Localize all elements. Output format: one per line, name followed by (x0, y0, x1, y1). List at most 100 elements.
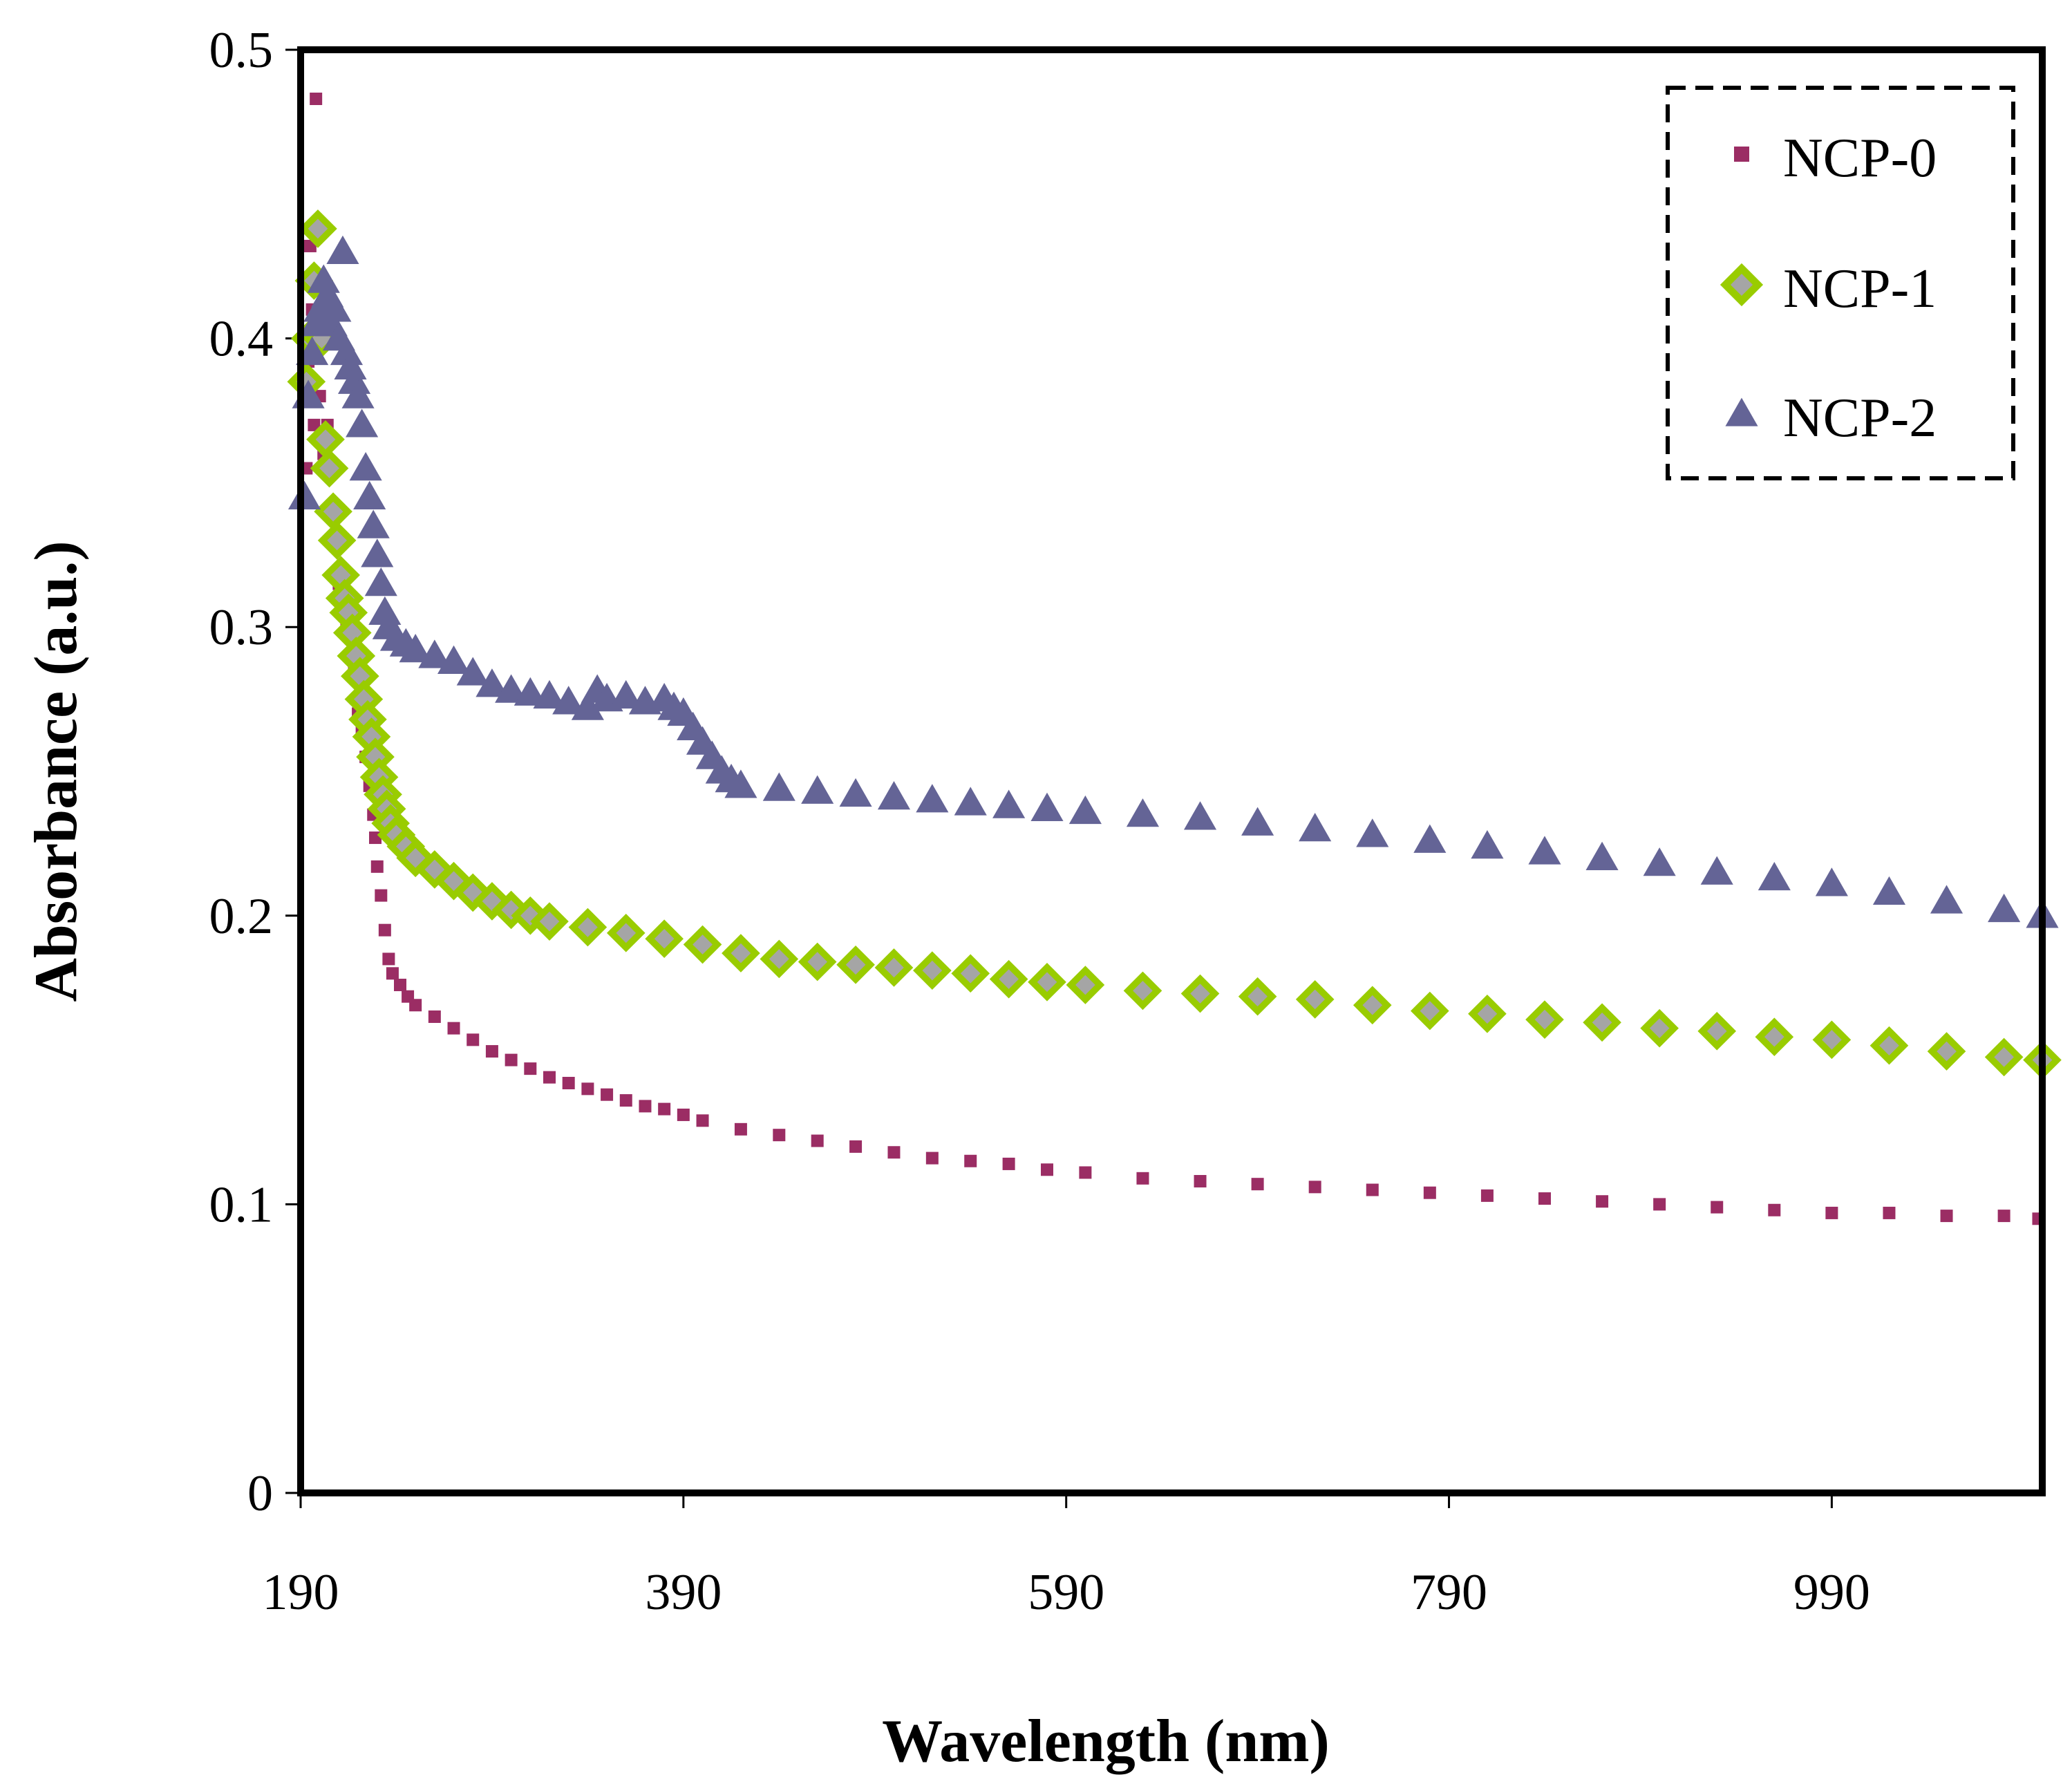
data-point-ncp-2 (334, 350, 367, 380)
data-point-ncp-2 (1872, 876, 1906, 905)
data-point-ncp-2 (1030, 792, 1064, 821)
data-point-ncp-1 (722, 934, 760, 972)
data-point-ncp-0 (386, 967, 399, 980)
data-point-ncp-1 (1697, 1012, 1737, 1051)
data-point-ncp-1 (299, 209, 337, 248)
data-point-ncp-2 (839, 778, 872, 807)
plot-series (287, 92, 2062, 1225)
data-point-ncp-2 (341, 379, 375, 408)
x-tick-label: 390 (645, 1564, 722, 1621)
data-point-ncp-0 (447, 1022, 460, 1035)
data-point-ncp-1 (683, 925, 722, 964)
data-point-ncp-0 (1768, 1203, 1781, 1216)
data-point-ncp-2 (330, 336, 364, 366)
data-point-ncp-1 (760, 939, 799, 979)
data-point-ncp-0 (1002, 1157, 1015, 1170)
data-point-ncp-0 (1538, 1192, 1551, 1205)
data-point-ncp-2 (801, 775, 834, 804)
data-point-ncp-2 (1299, 812, 1332, 842)
data-point-ncp-0 (378, 923, 391, 937)
data-point-ncp-1 (1295, 980, 1335, 1019)
data-point-ncp-2 (357, 509, 390, 538)
data-point-ncp-0 (1940, 1210, 1953, 1223)
data-point-ncp-2 (514, 677, 547, 706)
y-tick-label: 0.2 (209, 888, 274, 945)
data-point-ncp-2 (992, 789, 1026, 818)
data-point-ncp-2 (437, 645, 471, 674)
data-point-ncp-0 (925, 1152, 939, 1165)
plot-area-frame (297, 46, 2046, 1496)
data-point-ncp-0 (308, 418, 321, 431)
legend-label-ncp-0: NCP-0 (1783, 128, 1937, 189)
data-point-ncp-1 (1525, 1000, 1564, 1039)
data-point-ncp-0 (1079, 1166, 1092, 1179)
data-point-ncp-2 (1413, 824, 1447, 853)
data-point-ncp-0 (811, 1134, 824, 1147)
data-point-ncp-2 (319, 293, 352, 322)
y-tick-label: 0.4 (209, 311, 274, 368)
data-point-ncp-2 (1643, 847, 1676, 876)
data-point-ncp-2 (1241, 807, 1274, 836)
data-point-ncp-1 (310, 449, 349, 488)
data-point-ncp-2 (724, 769, 757, 798)
data-point-ncp-2 (346, 408, 379, 438)
data-point-ncp-0 (601, 1088, 614, 1101)
data-point-ncp-1 (1468, 994, 1507, 1033)
data-point-ncp-1 (1984, 1037, 2024, 1077)
data-point-ncp-0 (677, 1108, 690, 1121)
data-point-ncp-0 (1596, 1195, 1609, 1208)
data-point-ncp-2 (552, 686, 585, 715)
data-point-ncp-0 (467, 1033, 480, 1046)
legend-marker-ncp-0 (1734, 147, 1749, 162)
x-tick-label: 790 (1411, 1564, 1487, 1621)
data-point-ncp-1 (1812, 1020, 1852, 1060)
data-point-ncp-0 (1883, 1206, 1896, 1219)
data-point-ncp-0 (505, 1053, 518, 1066)
data-point-ncp-1 (1180, 974, 1220, 1013)
data-point-ncp-0 (773, 1129, 786, 1142)
data-point-ncp-2 (954, 787, 987, 816)
data-point-ncp-2 (1815, 867, 1848, 896)
data-point-ncp-2 (877, 781, 911, 810)
data-point-ncp-0 (428, 1010, 441, 1023)
data-point-ncp-2 (762, 772, 795, 801)
data-point-ncp-0 (1041, 1163, 1053, 1176)
x-axis-title: Wavelength (nm) (882, 1708, 1330, 1775)
data-point-ncp-1 (989, 959, 1028, 999)
data-point-ncp-0 (734, 1122, 747, 1136)
data-point-ncp-2 (1183, 801, 1217, 830)
y-tick-label: 0.5 (209, 22, 274, 79)
data-point-ncp-0 (639, 1100, 652, 1113)
data-point-ncp-0 (1825, 1206, 1838, 1219)
data-point-ncp-0 (581, 1082, 594, 1096)
data-point-ncp-1 (645, 919, 684, 959)
data-point-ncp-0 (370, 860, 384, 873)
data-point-ncp-2 (1471, 830, 1504, 859)
data-point-ncp-2 (1988, 893, 2021, 923)
data-point-ncp-1 (1640, 1008, 1679, 1048)
legend-marker-ncp-2 (1725, 397, 1758, 426)
data-point-ncp-0 (310, 92, 323, 105)
data-point-ncp-0 (1308, 1181, 1321, 1194)
data-point-ncp-2 (1758, 861, 1791, 891)
data-point-ncp-0 (382, 952, 395, 966)
legend-marker-ncp-1 (1720, 263, 1764, 307)
data-point-ncp-0 (543, 1071, 556, 1084)
data-point-ncp-1 (1123, 971, 1162, 1010)
data-point-ncp-0 (1711, 1201, 1724, 1214)
data-point-ncp-2 (364, 567, 397, 596)
data-point-ncp-1 (1755, 1017, 1794, 1057)
data-point-ncp-2 (349, 451, 382, 481)
data-point-ncp-1 (530, 902, 569, 941)
data-point-ncp-0 (696, 1114, 709, 1127)
data-point-ncp-0 (524, 1062, 537, 1075)
data-point-ncp-2 (1356, 818, 1389, 847)
data-point-ncp-1 (874, 948, 914, 987)
y-tick-label: 0 (247, 1465, 273, 1522)
data-point-ncp-1 (1583, 1003, 1621, 1042)
data-point-ncp-0 (485, 1045, 498, 1058)
x-tick-label: 190 (263, 1564, 339, 1621)
data-point-ncp-0 (1997, 1210, 2010, 1223)
data-point-ncp-1 (913, 951, 952, 990)
